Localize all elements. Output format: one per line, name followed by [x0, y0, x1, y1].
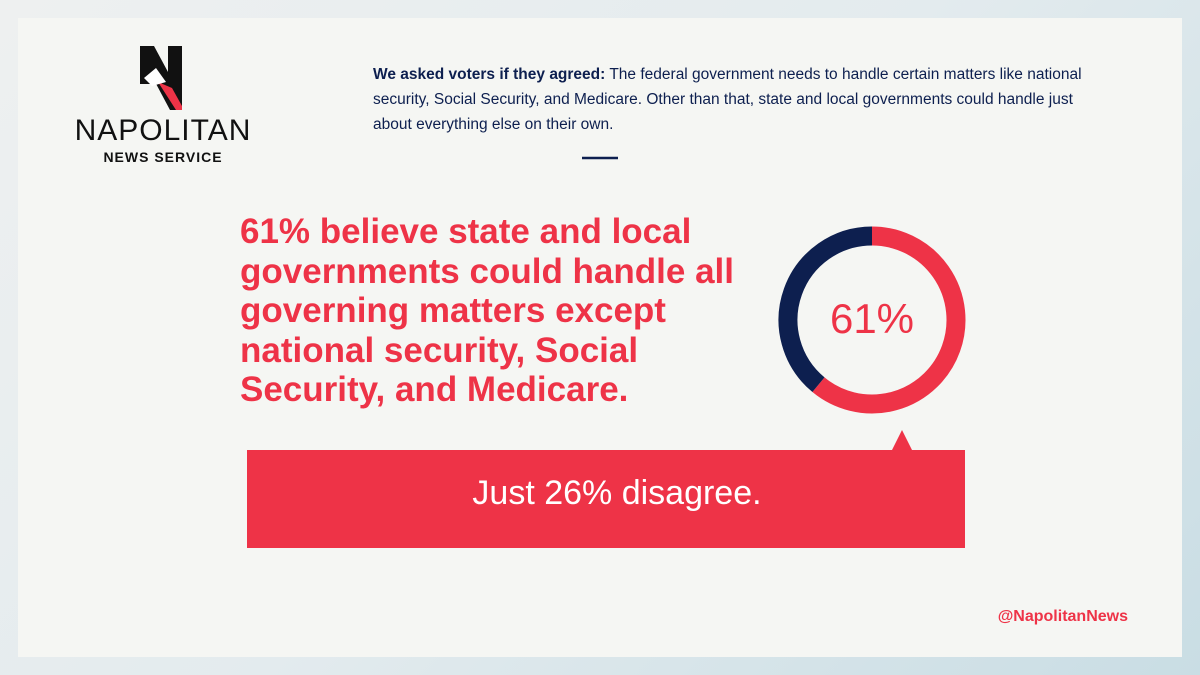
donut-segment	[778, 226, 873, 393]
donut-segment	[812, 226, 966, 414]
intro-text: The federal government needs to handle c…	[373, 66, 1082, 133]
logo-subname: NEWS SERVICE	[103, 149, 223, 165]
callout-text: Just 26% disagree.	[472, 474, 761, 512]
center-label: 61%	[830, 295, 914, 342]
headline: 61% believe state and local governments …	[240, 212, 734, 409]
intro-lead: We asked voters if they agreed:	[373, 66, 606, 83]
logo-mark	[140, 46, 182, 110]
donut	[778, 226, 966, 414]
handle: @NapolitanNews	[997, 608, 1128, 625]
logo-name: NAPOLITAN	[74, 114, 252, 147]
card	[18, 18, 1182, 657]
callout-box	[247, 430, 965, 548]
intro: We asked voters if they agreed: The fede…	[373, 62, 1113, 137]
